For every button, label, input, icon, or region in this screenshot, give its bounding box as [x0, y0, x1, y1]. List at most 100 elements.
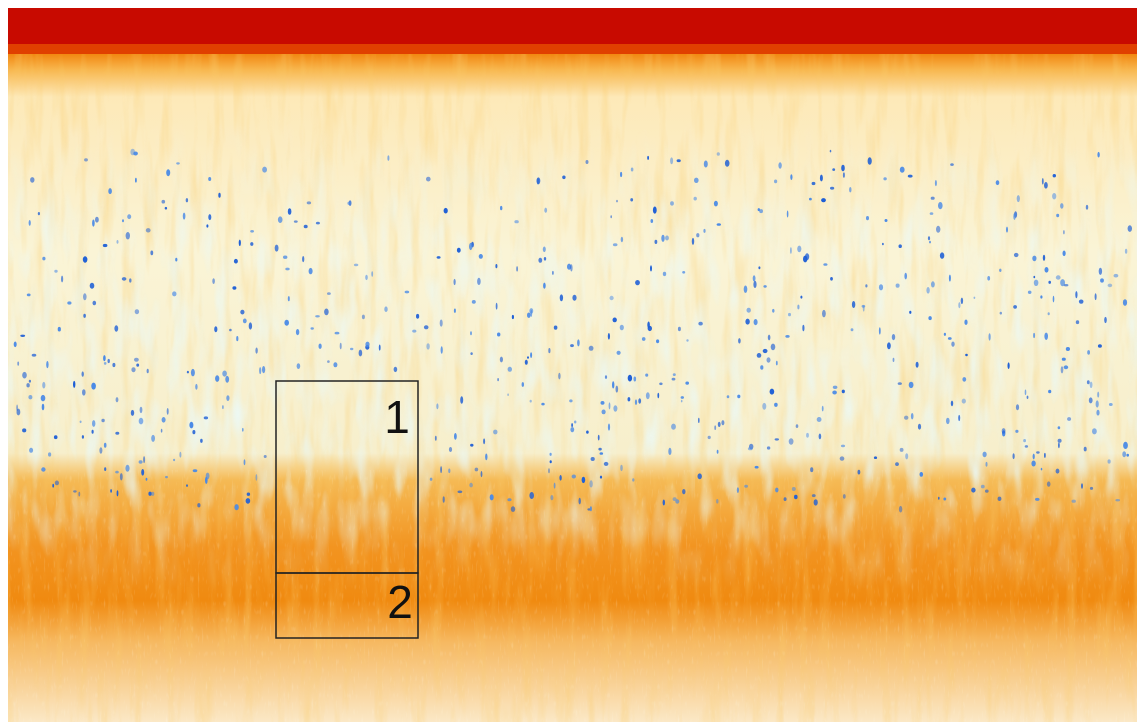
- blue-dot: [166, 169, 171, 177]
- blue-dot: [694, 177, 699, 183]
- blue-dot: [1032, 255, 1037, 262]
- blue-dot: [16, 408, 21, 416]
- blue-dot: [866, 216, 869, 221]
- blue-dot: [112, 362, 116, 368]
- blue-dot: [1107, 459, 1111, 464]
- blue-dot: [762, 402, 767, 410]
- blue-dot: [1015, 429, 1019, 433]
- blue-dot: [115, 470, 119, 474]
- blue-dot: [542, 246, 546, 253]
- blue-dot: [585, 160, 589, 164]
- blue-dot: [192, 430, 196, 435]
- blue-dot: [81, 435, 84, 439]
- blue-dot: [811, 494, 816, 498]
- blue-dot: [510, 506, 516, 512]
- blue-dot: [1126, 453, 1129, 457]
- blue-dot: [302, 256, 305, 263]
- blue-dot: [28, 220, 31, 226]
- blue-dot: [1067, 417, 1072, 421]
- blue-dot: [179, 451, 182, 458]
- blue-dot: [612, 381, 615, 389]
- blue-dot: [891, 334, 896, 341]
- blue-dot: [548, 348, 551, 354]
- blue-dot: [143, 456, 146, 464]
- blue-dot: [887, 342, 891, 350]
- blue-dot: [1097, 151, 1100, 158]
- blue-dot: [757, 208, 760, 212]
- blue-dot: [416, 313, 420, 319]
- blue-dot: [1055, 275, 1061, 280]
- blue-dot: [122, 219, 124, 223]
- blue-dot: [151, 491, 155, 496]
- blue-dot: [121, 277, 127, 281]
- blue-dot: [1012, 453, 1015, 460]
- blue-dot: [797, 304, 800, 310]
- blue-dot: [788, 312, 791, 317]
- blue-dot: [662, 499, 665, 506]
- blue-dot: [1057, 438, 1062, 443]
- blue-dot: [469, 482, 473, 488]
- blue-dot: [662, 271, 667, 277]
- blue-dot: [1044, 267, 1049, 273]
- blue-dot: [92, 219, 95, 227]
- blue-dot: [570, 427, 575, 433]
- blue-dot: [1015, 404, 1020, 411]
- blue-dot: [548, 468, 550, 474]
- blue-dot: [832, 385, 838, 389]
- blue-dot: [905, 453, 909, 460]
- blue-dot: [1088, 397, 1093, 404]
- blue-dot: [82, 389, 86, 396]
- blue-dot: [599, 452, 604, 455]
- blue-dot: [255, 474, 258, 481]
- blue-dot: [141, 469, 145, 476]
- blue-dot: [365, 341, 370, 348]
- blue-dot: [865, 284, 868, 288]
- blue-dot: [189, 421, 194, 429]
- blue-dot: [310, 327, 314, 330]
- blue-dot: [716, 499, 719, 504]
- blue-dot: [324, 308, 329, 316]
- blue-dot: [470, 443, 474, 447]
- blue-dot: [1031, 460, 1036, 467]
- blue-dot: [1052, 174, 1057, 178]
- blue-dot: [1094, 293, 1097, 301]
- blue-dot: [615, 385, 619, 393]
- blue-dot: [57, 326, 61, 332]
- blue-dot: [671, 423, 676, 430]
- blue-dot: [1040, 295, 1043, 299]
- blue-dot: [457, 490, 463, 494]
- blue-dot: [680, 396, 684, 399]
- blue-dot: [61, 275, 64, 283]
- blue-dot: [514, 220, 519, 224]
- blue-dot: [134, 357, 139, 362]
- blue-dot: [507, 498, 512, 502]
- blue-dot: [350, 347, 354, 351]
- blue-dot: [91, 382, 96, 390]
- blue-dot: [931, 281, 935, 288]
- blue-dot: [1063, 284, 1069, 287]
- blue-dot: [738, 338, 741, 344]
- blue-dot: [569, 399, 573, 403]
- blue-dot: [436, 403, 439, 410]
- blue-dot: [234, 504, 239, 511]
- blue-dot: [516, 266, 518, 272]
- blue-dot: [650, 265, 652, 272]
- blue-dot: [686, 339, 689, 342]
- blue-dot: [898, 505, 903, 513]
- blue-dot: [1032, 453, 1035, 460]
- blue-dot: [89, 282, 95, 289]
- blue-dot: [928, 316, 932, 321]
- blue-dot: [656, 339, 660, 344]
- blue-dot: [474, 467, 479, 472]
- blue-dot: [448, 468, 451, 474]
- blue-dot: [1044, 452, 1046, 458]
- blue-dot: [590, 457, 595, 461]
- blue-dot: [529, 399, 532, 403]
- blue-dot: [91, 429, 94, 434]
- blue-dot: [841, 164, 845, 172]
- blue-dot: [1123, 441, 1128, 449]
- blue-dot: [1097, 391, 1100, 398]
- blue-dot: [832, 390, 837, 395]
- blue-dot: [511, 314, 514, 320]
- blue-dot: [849, 187, 852, 193]
